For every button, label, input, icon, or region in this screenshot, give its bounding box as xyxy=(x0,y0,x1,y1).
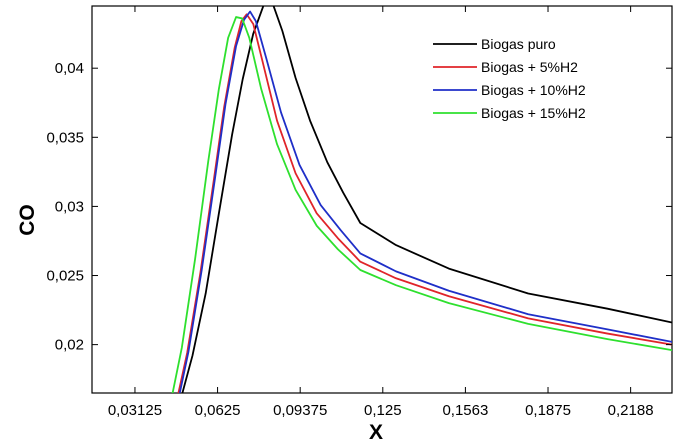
x-tick-label: 0,0625 xyxy=(195,402,241,419)
x-tick-label: 0,1875 xyxy=(525,402,571,419)
y-tick-label: 0,04 xyxy=(55,60,84,77)
legend-label-1: Biogas puro xyxy=(481,36,556,52)
x-tick-label: 0,2188 xyxy=(608,402,654,419)
series-line-1 xyxy=(181,6,672,393)
legend: Biogas puro Biogas + 5%H2 Biogas + 10%H2 Bi… xyxy=(433,36,586,121)
x-tick-label: 0,03125 xyxy=(108,402,162,419)
x-axis-title: X xyxy=(369,421,383,441)
y-axis: 0,02 0,025 0,03 0,035 0,04 xyxy=(46,60,672,354)
series-line-4 xyxy=(171,16,672,393)
series-layer xyxy=(171,6,672,393)
x-tick-label: 0,125 xyxy=(364,402,402,419)
legend-label-3: Biogas + 10%H2 xyxy=(481,82,586,98)
series-line-3 xyxy=(178,10,672,393)
legend-label-2: Biogas + 5%H2 xyxy=(481,59,578,75)
y-tick-label: 0,025 xyxy=(46,268,84,285)
x-tick-label: 0,1563 xyxy=(442,402,488,419)
x-tick-label: 0,09375 xyxy=(273,402,327,419)
legend-label-4: Biogas + 15%H2 xyxy=(481,105,586,121)
y-tick-label: 0,03 xyxy=(55,198,84,215)
plot-area-frame xyxy=(91,5,673,394)
y-tick-label: 0,02 xyxy=(55,337,84,354)
series-line-2 xyxy=(177,13,672,393)
x-axis: 0,03125 0,0625 0,09375 0,125 0,1563 0,1875 0,2… xyxy=(108,6,654,419)
y-tick-label: 0,035 xyxy=(46,129,84,146)
y-axis-title: CO xyxy=(16,204,39,236)
